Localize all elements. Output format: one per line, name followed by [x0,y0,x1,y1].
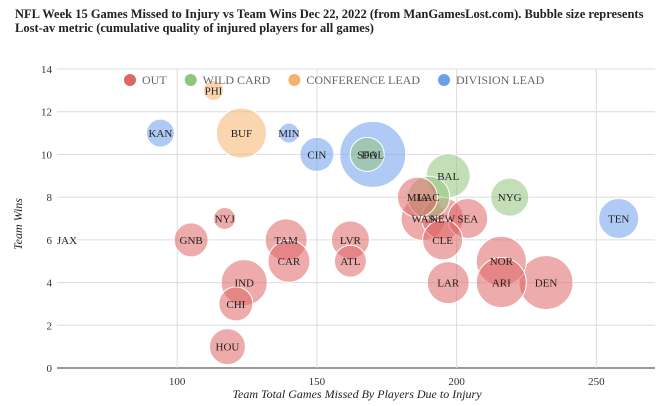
bubbles [145,79,640,366]
legend-swatch [184,74,197,86]
bubble-label-sfo: SFO [357,149,377,161]
y-tick-label: 10 [41,149,53,161]
bubble-label-cin: CIN [307,149,326,161]
bubble-sfo [349,136,385,172]
bubble-label-min: MIN [278,128,299,140]
x-axis-label: Team Total Games Missed By Players Due t… [232,387,482,401]
bubble-label-den: DEN [535,278,558,290]
bubble-label-hou: HOU [216,342,240,354]
bubble-label-jax: JAX [57,235,77,247]
bubble-label-was: WAS [411,214,434,226]
legend: OUT WILD CARD CONFERENCE LEAD DIVISION LEAD [124,73,545,87]
y-tick-label: 0 [47,363,53,375]
bubble-atl [333,244,367,278]
bubble-label-atl: ATL [340,256,360,268]
chart-title-line-2: Lost-av metric (cumulative quality of in… [15,21,374,35]
bubble-nyj [213,207,237,230]
bubble-label-nyj: NYJ [215,214,236,226]
bubble-min [278,122,300,144]
y-tick-label: 2 [47,320,53,332]
grid-lines [57,68,655,369]
bubble-ten [598,198,640,239]
bubble-label-gnb: GNB [180,235,203,247]
bubble-label-lac: LAC [418,192,440,204]
legend-label: DIVISION LEAD [456,73,545,87]
bubble-nyg [490,177,530,217]
bubble-label-new: NEW [430,214,456,226]
bubble-label-nyg: NYG [498,192,522,204]
y-axis-label: Team Wins [11,198,25,250]
bubble-kan [145,118,175,148]
bubble-label-kan: KAN [148,128,172,140]
bubble-lar [426,261,470,305]
x-tick-label: 250 [588,376,605,388]
axes: 0 2 4 6 8 10 12 14 100 150 200 250 [41,64,605,388]
legend-label: CONFERENCE LEAD [306,73,420,87]
y-tick-label: 6 [47,235,53,247]
bubble-label-ind: IND [234,278,254,290]
bubble-cle [422,219,464,261]
bubble-hou [208,328,246,366]
bubble-car [267,239,311,283]
bubble-label-nor: NOR [490,256,514,268]
bubble-label-phi: PHI [205,85,223,97]
bubble-label-cle: CLE [432,235,453,247]
bubble-ari [475,257,527,309]
bubble-label-bal: BAL [437,171,459,183]
legend-swatch [124,74,136,86]
bubble-mia [396,176,438,218]
bubble-cin [299,136,335,172]
bubble-label-ten: TEN [608,214,629,226]
bubble-label-lar: LAR [437,278,460,290]
chart-title-line-1: NFL Week 15 Games Missed to Injury vs Te… [15,7,644,21]
bubble-label-car: CAR [278,256,301,268]
bubble-chi [218,286,254,322]
x-tick-label: 100 [169,376,186,388]
bubble-label-ari: ARI [492,278,511,290]
x-tick-label: 150 [309,376,326,388]
bubble-label-buf: BUF [231,128,252,140]
bubble-gnb [173,222,209,258]
legend-label: OUT [142,73,167,87]
bubble-phi [202,79,224,101]
bubble-label-sea: SEA [457,214,478,226]
y-tick-label: 4 [47,278,53,290]
legend-label: WILD CARD [203,73,271,87]
y-tick-label: 14 [41,64,53,76]
bubble-label-chi: CHI [226,299,245,311]
bubble-buf [215,107,267,159]
bubble-label-dal: DAL [361,149,384,161]
legend-swatch [288,74,301,86]
chart-title: NFL Week 15 Games Missed to Injury vs Te… [15,7,645,35]
bubble-label-mia: MIA [407,192,428,204]
y-tick-label: 12 [41,107,52,119]
y-tick-label: 8 [47,192,53,204]
x-tick-label: 200 [448,376,465,388]
legend-swatch [438,74,451,86]
bubble-label-lvr: LVR [340,235,362,247]
bubble-label-tam: TAM [274,235,298,247]
